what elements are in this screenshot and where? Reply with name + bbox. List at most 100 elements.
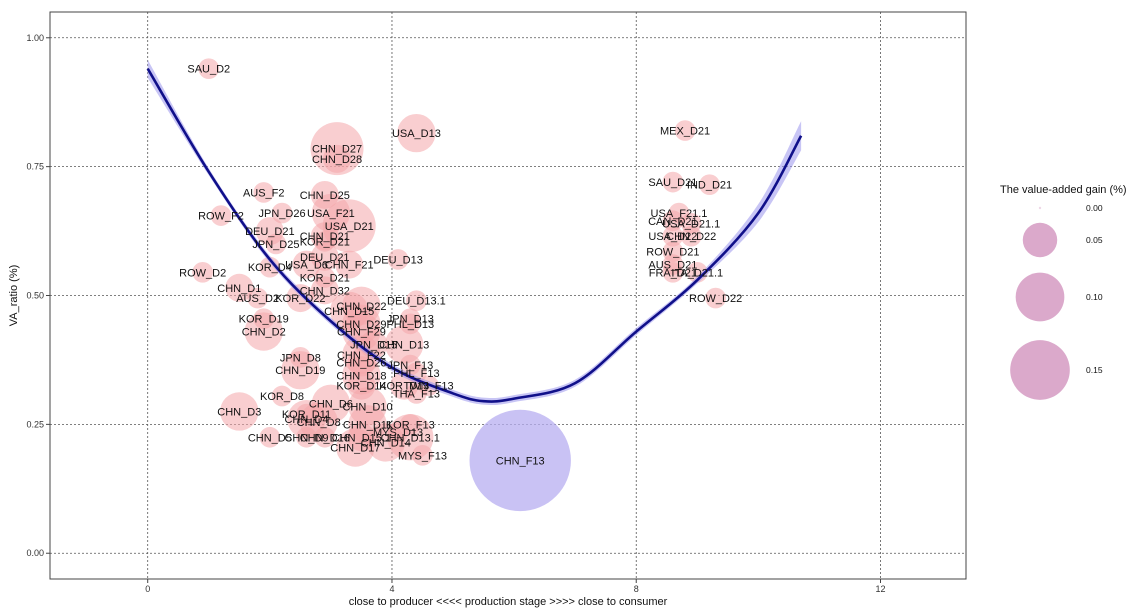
data-point — [244, 312, 283, 351]
data-point — [292, 250, 321, 279]
point-label: IND_D21 — [687, 180, 732, 192]
point-label: CHN_D13.1 — [381, 432, 440, 444]
y-tick-label: 0.50 — [26, 291, 44, 301]
x-tick-label: 4 — [389, 584, 394, 594]
data-point — [387, 249, 409, 270]
point-label: CAN_D21 — [648, 216, 698, 228]
data-point — [406, 383, 427, 404]
point-label: CHN_D1 — [217, 283, 261, 295]
point-label: KOR_D21 — [300, 236, 350, 248]
point-label: CHN_D29 — [336, 319, 386, 331]
data-point — [220, 392, 259, 431]
point-label: ROW_F2 — [198, 211, 244, 223]
point-label: CHN_D5 — [248, 432, 292, 444]
point-label: CHN_D22 — [336, 301, 386, 313]
point-label: DEU_D21 — [300, 252, 350, 264]
data-point — [281, 351, 320, 390]
point-label: CHN_D13 — [379, 339, 429, 351]
point-label: CHN_D2 — [242, 327, 286, 339]
data-point — [265, 233, 287, 255]
point-label: CHN_F29 — [337, 327, 386, 339]
size-legend: The value-added gain (%) 0.00 0.05 0.10 0.1… — [1000, 184, 1127, 400]
data-point — [662, 225, 684, 247]
fit-line — [146, 68, 803, 403]
point-label: CHN_D11 — [343, 419, 392, 431]
point-label: CHN_D26 — [336, 358, 386, 370]
point-label: SAU_D21 — [648, 177, 697, 189]
data-point — [680, 225, 702, 247]
point-label: CHN_F13 — [496, 455, 545, 467]
point-label: THA_F13 — [393, 388, 440, 400]
point-label: USA_D22 — [648, 231, 697, 243]
point-label: JPN_D25 — [252, 239, 299, 251]
point-label: MYS_D13 — [373, 427, 423, 439]
data-point — [210, 205, 232, 226]
point-label: CHN_F21 — [325, 260, 374, 272]
legend-label: 0.00 — [1086, 203, 1103, 213]
data-point — [259, 426, 281, 448]
legend-label: 0.15 — [1086, 365, 1103, 375]
y-axis-ticks: 0.00 0.25 0.50 0.75 1.00 — [26, 33, 50, 558]
data-point — [310, 222, 339, 251]
point-label: TWN_F13 — [404, 381, 454, 393]
data-point — [310, 276, 339, 305]
y-tick-label: 0.00 — [26, 548, 44, 558]
point-label: CHN_D3 — [217, 406, 261, 418]
point-label: CHN_D27 — [312, 144, 362, 156]
point-label: PHL_D13 — [386, 319, 434, 331]
data-point — [259, 256, 281, 278]
data-point — [412, 444, 433, 466]
point-label: CHN_D10 — [342, 401, 392, 413]
point-label: CHN_D28 — [312, 154, 362, 166]
data-point — [192, 261, 214, 283]
legend-bubble — [1010, 340, 1070, 400]
point-label: KOR_D11 — [282, 409, 331, 421]
data-bubbles — [192, 58, 726, 512]
point-label: KOR_D13 — [379, 381, 429, 393]
legend-label: 0.05 — [1086, 235, 1103, 245]
data-point — [469, 409, 571, 512]
legend-bubble — [1022, 222, 1058, 258]
point-label: CHN_D9 — [284, 432, 328, 444]
x-axis-ticks: 0 4 8 12 — [145, 579, 886, 594]
point-label: USA_F21.1 — [651, 208, 708, 220]
point-label: JPN_D15 — [350, 339, 397, 351]
point-label: CHN_D16 — [300, 432, 350, 444]
data-point — [397, 113, 436, 153]
legend-bubble — [1038, 206, 1042, 210]
point-label: JPN_D8 — [280, 352, 321, 364]
point-label: KOR_D4 — [248, 262, 292, 274]
point-label: DEU_D13.1 — [387, 296, 446, 308]
point-label: CHN_D21 — [300, 231, 350, 243]
point-label: JPN_D13 — [387, 314, 434, 326]
point-label: AUS_D21 — [648, 260, 697, 272]
point-label: CHN_D14 — [361, 437, 411, 449]
point-label: SAU_D2 — [187, 64, 230, 76]
point-label: USA_D13 — [392, 128, 441, 140]
data-point — [323, 144, 352, 173]
point-label: CHN_D32 — [300, 285, 350, 297]
data-point — [406, 290, 427, 311]
data-point — [198, 58, 220, 80]
point-label: ROW_D2 — [179, 267, 226, 279]
point-label: AUS_D2 — [236, 293, 279, 305]
data-point — [271, 385, 293, 407]
data-point — [674, 120, 696, 141]
point-label: CHN_D25 — [300, 190, 350, 202]
point-label: KOR_D19 — [239, 314, 289, 326]
fit-curve — [146, 59, 803, 406]
point-label: CHN_D6 — [309, 399, 353, 411]
point-label: DEU_D13 — [373, 254, 423, 266]
point-label: MEX_D21 — [660, 126, 710, 138]
point-label: CHN_D19 — [275, 365, 325, 377]
data-point — [662, 210, 684, 232]
legend-label: 0.10 — [1086, 292, 1103, 302]
x-axis-label: close to producer <<<< production stage … — [349, 596, 668, 608]
data-point — [225, 273, 254, 302]
data-point — [253, 182, 275, 203]
data-point — [705, 287, 726, 309]
legend-bubble — [1015, 272, 1065, 322]
point-label: ROW_D22 — [689, 293, 742, 305]
